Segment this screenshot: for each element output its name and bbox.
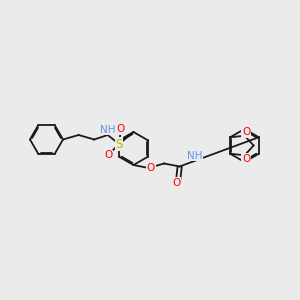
- Text: O: O: [172, 178, 181, 188]
- Text: O: O: [104, 150, 113, 161]
- Text: O: O: [147, 163, 155, 173]
- Text: O: O: [116, 124, 125, 134]
- Text: NH: NH: [187, 151, 203, 161]
- Text: O: O: [242, 127, 250, 137]
- Text: O: O: [242, 154, 250, 164]
- Text: S: S: [116, 137, 123, 151]
- Text: NH: NH: [100, 124, 116, 135]
